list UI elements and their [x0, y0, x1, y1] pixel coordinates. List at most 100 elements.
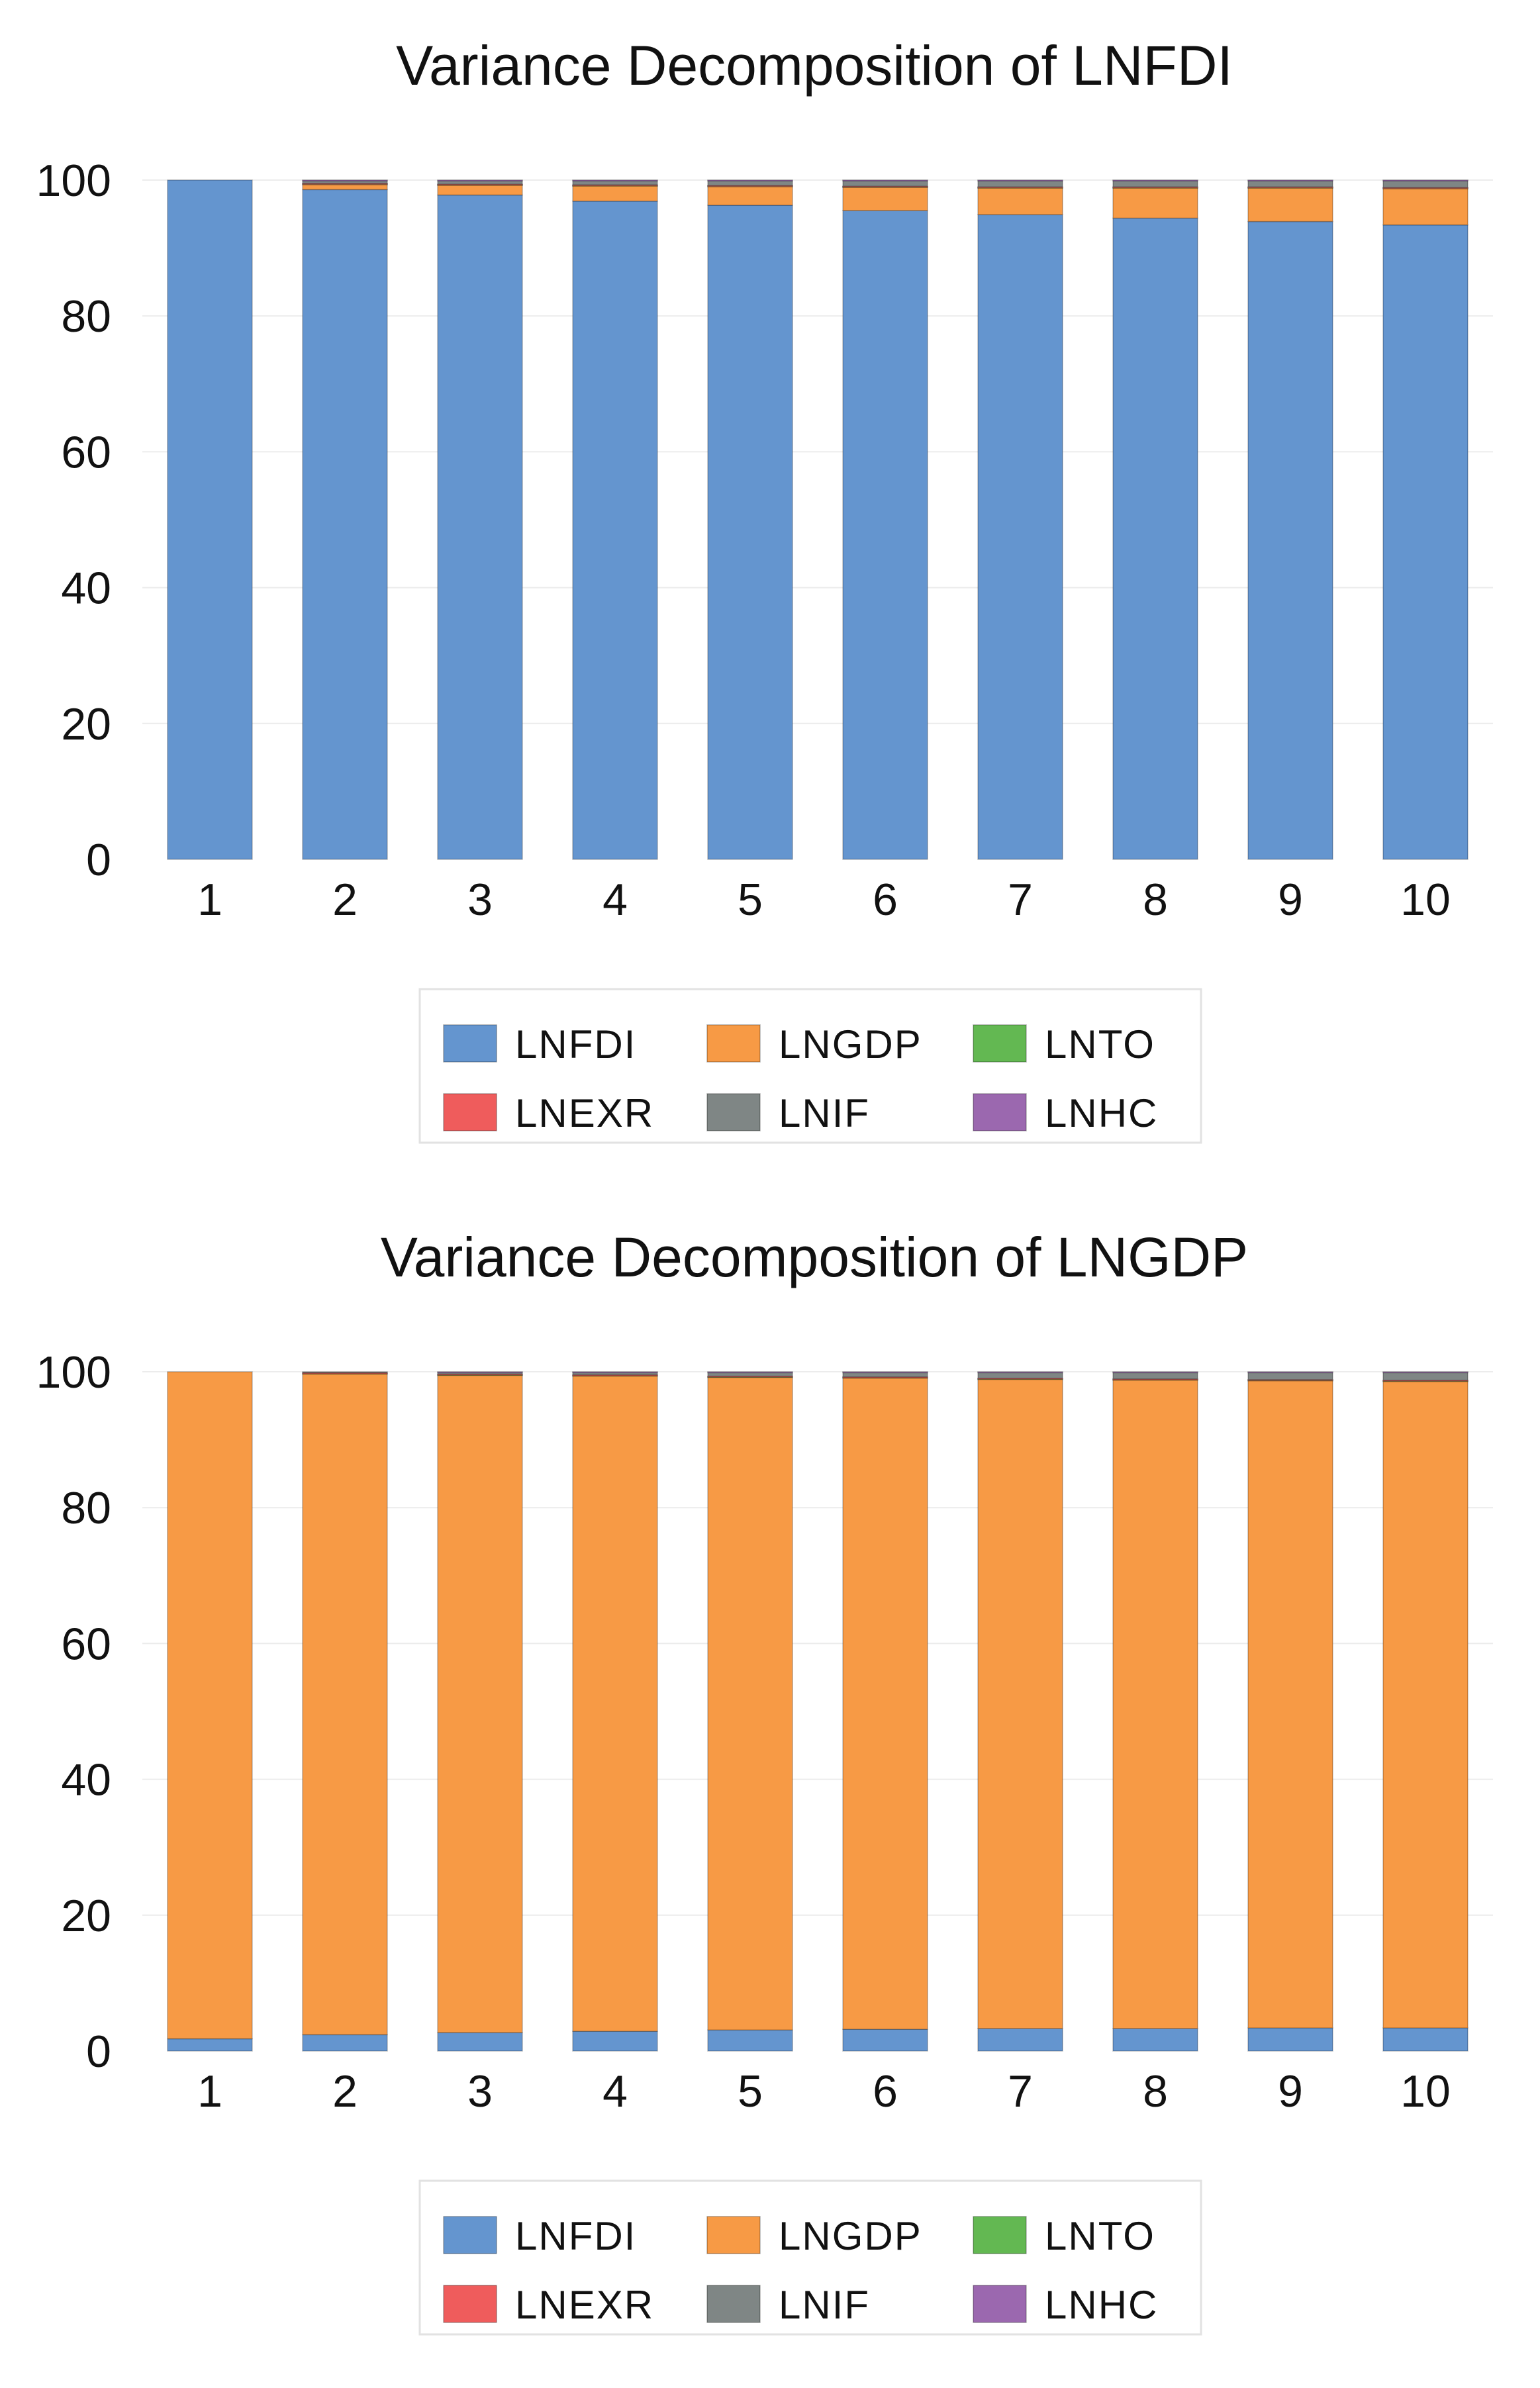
y-tick-label: 40: [61, 563, 111, 614]
x-tick-label: 4: [602, 2066, 628, 2117]
bar-lngdp-3: [437, 1374, 523, 2034]
bar-lnhc-3: [437, 1371, 523, 1374]
y-tick-label: 80: [61, 291, 111, 342]
x-tick-label: 8: [1143, 875, 1168, 925]
bars: [167, 1371, 1468, 2052]
legend-swatch-lnexr: [443, 2285, 497, 2323]
x-tick-label: 3: [467, 875, 493, 925]
bar-lnhc-5: [707, 1371, 793, 1374]
x-tick-label: 10: [1400, 2066, 1451, 2117]
y-tick-label: 0: [86, 2027, 111, 2077]
y-tick-label: 80: [61, 1483, 111, 1533]
y-axis-ticks: 0 20 40 60 80 100: [36, 156, 111, 885]
bar-lnhc-8: [1112, 179, 1198, 182]
x-tick-label: 6: [873, 875, 898, 925]
y-tick-label: 100: [36, 1347, 111, 1398]
chart-lngdp: Variance Decomposition of LNGDP 0 20 40 60 8…: [0, 1192, 1540, 2383]
x-axis-ticks: 1 2 3 4 5 6 7 8 9 10: [197, 2066, 1451, 2117]
bar-lngdp-5: [707, 185, 793, 206]
bar-lngdp-6: [842, 186, 928, 211]
bar-lngdp-10: [1382, 1380, 1468, 2029]
y-tick-label: 40: [61, 1755, 111, 1805]
bar-lngdp-7: [977, 1378, 1063, 2029]
y-tick-label: 100: [36, 156, 111, 206]
x-tick-label: 1: [197, 2066, 222, 2117]
legend-label-lnfdi: LNFDI: [515, 2214, 636, 2258]
bar-lngdp-9: [1247, 187, 1333, 222]
bar-lnfdi-10: [1382, 224, 1468, 860]
bar-lngdp-8: [1112, 1379, 1198, 2029]
y-axis-ticks: 0 20 40 60 80 100: [36, 1347, 111, 2077]
legend: LNFDI LNGDP LNTO LNEXR LNIF LNHC: [418, 2179, 1202, 2336]
x-tick-label: 5: [738, 2066, 763, 2117]
x-tick-label: 5: [738, 875, 763, 925]
bar-lngdp-7: [977, 187, 1063, 216]
bar-lngdp-6: [842, 1377, 928, 2030]
legend-swatch-lnfdi: [443, 2216, 497, 2254]
bar-lnfdi-9: [1247, 2027, 1333, 2052]
bar-lngdp-10: [1382, 187, 1468, 226]
bar-lngdp-2: [302, 1373, 388, 2036]
y-tick-label: 60: [61, 427, 111, 477]
bar-lnfdi-7: [977, 2028, 1063, 2052]
x-tick-label: 7: [1008, 875, 1033, 925]
bar-lnfdi-2: [302, 2034, 388, 2052]
x-tick-label: 10: [1400, 875, 1451, 925]
bar-lnhc-7: [977, 1371, 1063, 1374]
bar-lnfdi-9: [1247, 220, 1333, 860]
bar-lnfdi-1: [167, 2038, 253, 2052]
chart-title: Variance Decomposition of LNFDI: [396, 34, 1233, 97]
legend-swatch-lnto: [973, 1024, 1027, 1063]
bar-lnfdi-5: [707, 2029, 793, 2052]
legend-swatch-lnhc: [973, 1093, 1027, 1131]
y-tick-label: 20: [61, 1891, 111, 1941]
legend-label-lngdp: LNGDP: [779, 2214, 922, 2258]
bar-lnhc-6: [842, 1371, 928, 1374]
x-tick-label: 6: [873, 2066, 898, 2117]
bar-lnhc-4: [572, 179, 658, 182]
legend: LNFDI LNGDP LNTO LNEXR LNIF LNHC: [418, 988, 1202, 1144]
bar-lnhc-2: [302, 179, 388, 182]
bar-lngdp-8: [1112, 187, 1198, 219]
y-tick-label: 0: [86, 835, 111, 885]
x-tick-label: 2: [332, 875, 358, 925]
chart-lngdp-svg: Variance Decomposition of LNGDP 0 20 40 60 8…: [36, 1226, 1493, 2336]
x-tick-label: 9: [1278, 2066, 1303, 2117]
bars: [167, 179, 1468, 860]
bar-lnfdi-5: [707, 205, 793, 860]
bar-lngdp-9: [1247, 1380, 1333, 2029]
bar-lngdp-4: [572, 185, 658, 202]
bar-lnfdi-2: [302, 189, 388, 860]
x-tick-label: 9: [1278, 875, 1303, 925]
bar-lnfdi-3: [437, 2032, 523, 2052]
bar-lnhc-9: [1247, 1371, 1333, 1374]
legend-swatch-lnfdi: [443, 1024, 497, 1063]
bar-lnhc-6: [842, 179, 928, 182]
y-tick-label: 20: [61, 699, 111, 749]
bar-lnfdi-6: [842, 210, 928, 860]
legend-label-lnhc: LNHC: [1045, 2283, 1158, 2327]
bar-lnhc-10: [1382, 179, 1468, 182]
legend-swatch-lngdp: [706, 1024, 761, 1063]
bar-lnfdi-1: [167, 179, 253, 860]
y-tick-label: 60: [61, 1619, 111, 1669]
bar-lngdp-4: [572, 1375, 658, 2032]
bar-lnhc-7: [977, 179, 1063, 182]
bar-lngdp-1: [167, 1371, 253, 2040]
bar-lnhc-8: [1112, 1371, 1198, 1374]
bar-lnhc-3: [437, 179, 523, 182]
bar-lnhc-4: [572, 1371, 658, 1374]
bar-lnfdi-4: [572, 2030, 658, 2052]
legend-swatch-lnto: [973, 2216, 1027, 2254]
x-tick-label: 2: [332, 2066, 358, 2117]
bar-lnhc-9: [1247, 179, 1333, 182]
bar-lnfdi-8: [1112, 2028, 1198, 2052]
legend-label-lnfdi: LNFDI: [515, 1022, 636, 1067]
x-tick-label: 3: [467, 2066, 493, 2117]
bar-lnfdi-8: [1112, 217, 1198, 860]
legend-swatch-lngdp: [706, 2216, 761, 2254]
bar-lnhc-10: [1382, 1371, 1468, 1374]
bar-lnfdi-10: [1382, 2027, 1468, 2052]
x-tick-label: 8: [1143, 2066, 1168, 2117]
legend-label-lnif: LNIF: [779, 1091, 870, 1135]
